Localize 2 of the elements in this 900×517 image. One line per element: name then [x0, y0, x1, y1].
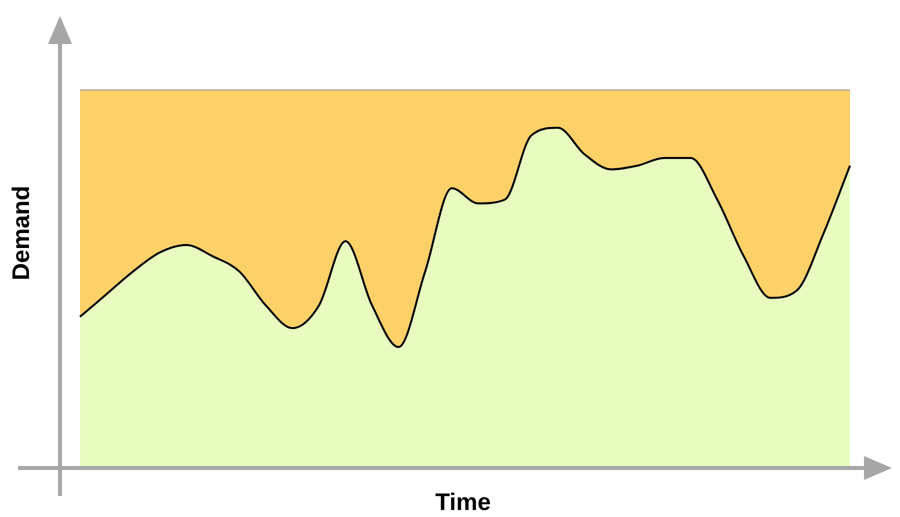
x-axis-title: Time — [434, 489, 492, 517]
y-axis-title: Demand — [8, 186, 36, 280]
